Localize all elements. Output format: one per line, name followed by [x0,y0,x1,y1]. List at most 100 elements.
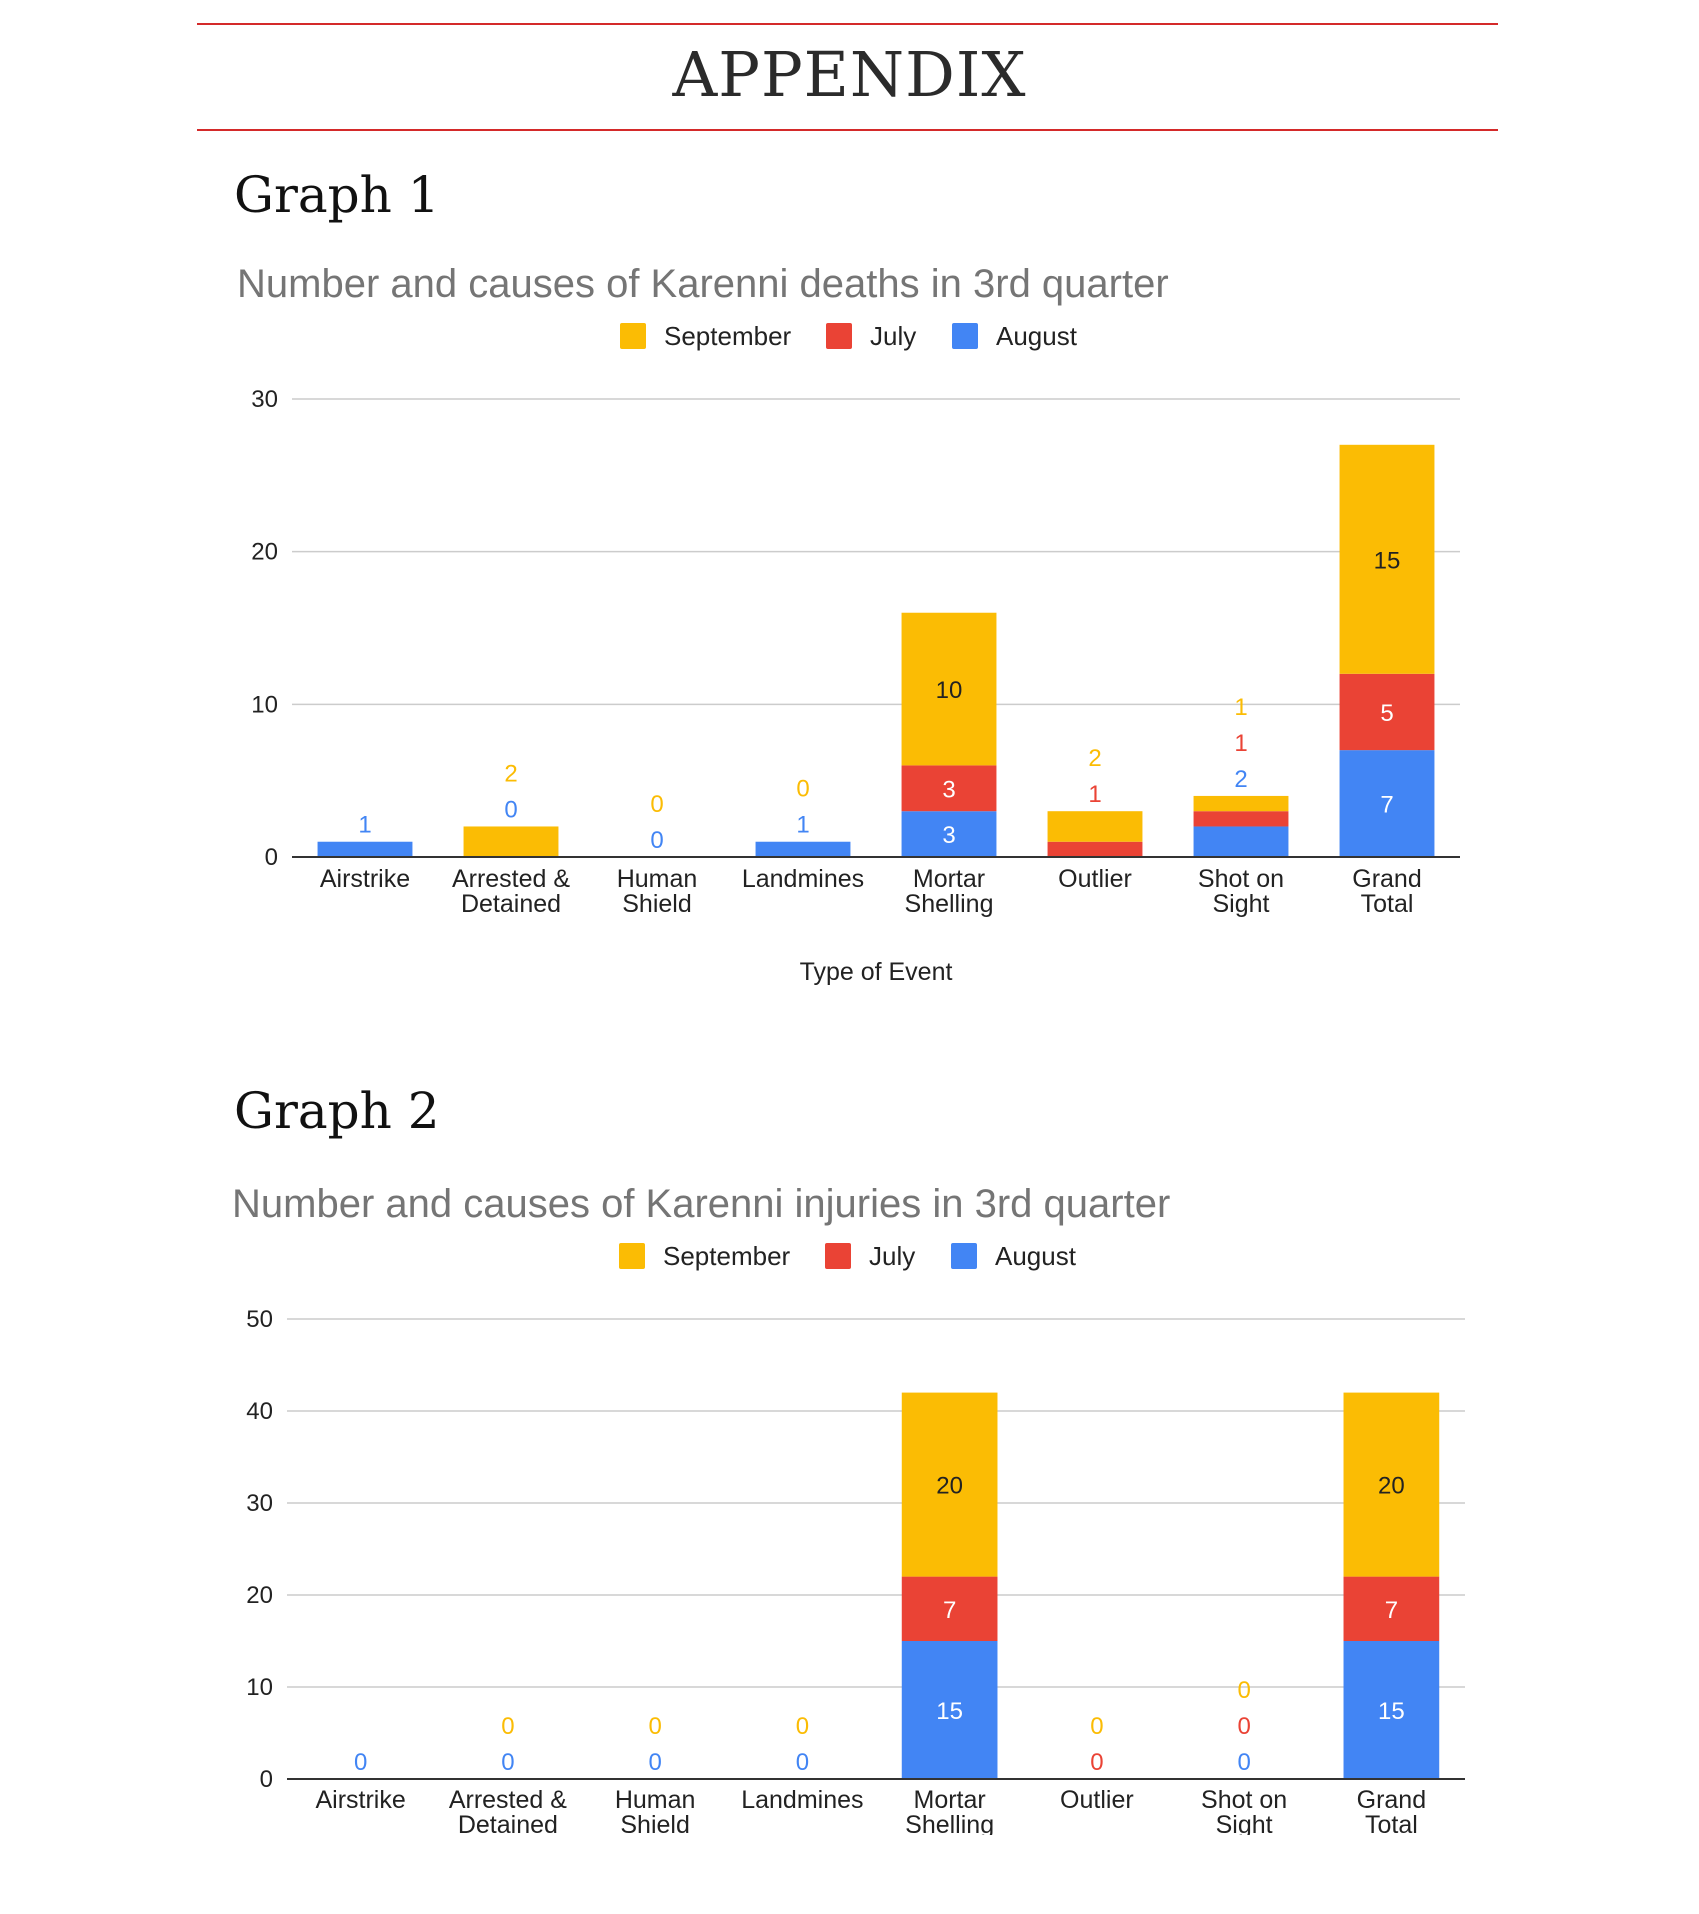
legend-label-july: July [870,321,916,351]
data-label-august: 7 [1380,792,1393,819]
category-label: Arrested & [449,1786,567,1814]
data-label-july: 1 [1088,781,1101,808]
data-label-august: 0 [648,1749,661,1776]
data-label-september: 0 [650,791,663,818]
bar-september [1047,811,1143,842]
legend-swatch-september [619,1243,645,1269]
data-label-september: 0 [796,1713,809,1740]
category-label: Landmines [742,865,864,893]
bar-july [901,765,997,812]
data-label-august: 0 [501,1749,514,1776]
data-label-july: 1 [1234,730,1247,757]
data-label-july: 0 [1237,1713,1250,1740]
bottom-rule [197,129,1498,131]
data-label-september: 20 [1378,1473,1405,1500]
y-tick-label: 30 [246,1490,273,1517]
category-label: Shield [622,890,692,918]
y-tick-label: 0 [265,844,278,871]
data-label-september: 0 [1090,1713,1103,1740]
category-label: Shelling [905,1811,994,1835]
category-label: Outlier [1060,1786,1134,1814]
data-label-september: 0 [796,776,809,803]
page-title: APPENDIX [672,38,1027,111]
data-label-september: 15 [1374,547,1401,574]
bar-september [463,826,559,857]
category-label: Sight [1216,1811,1273,1835]
data-label-august: 1 [796,812,809,839]
data-label-september: 1 [1234,694,1247,721]
bar-july [1047,841,1143,857]
data-label-july: 5 [1380,700,1393,727]
category-label: Shield [620,1811,690,1835]
data-label-september: 20 [936,1473,963,1500]
data-label-september: 2 [504,760,517,787]
bar-august [1339,750,1435,857]
chart-deaths: Number and causes of Karenni deaths in 3… [237,262,1460,986]
category-label: Human [615,1786,696,1814]
bar-september [901,612,997,766]
data-label-september: 2 [1088,745,1101,772]
legend-label-september: September [664,321,792,351]
y-tick-label: 0 [260,1766,273,1793]
bar-september [1339,444,1435,674]
data-label-july: 7 [1385,1597,1398,1624]
legend-swatch-july [826,323,852,349]
data-label-july: 3 [942,776,955,803]
bar-july [1343,1576,1440,1641]
x-axis-title: Type of Event [800,958,953,986]
category-label: Airstrike [315,1786,405,1814]
category-label: Detained [461,890,561,918]
data-label-august: 2 [1234,766,1247,793]
legend-label-september: September [663,1241,791,1271]
data-label-august: 15 [1378,1698,1405,1725]
data-label-september: 0 [648,1713,661,1740]
y-tick-label: 30 [251,386,278,413]
legend-label-august: August [996,321,1078,351]
category-label: Landmines [741,1786,863,1814]
category-label: Mortar [914,1786,986,1814]
bar-july [901,1576,998,1641]
bar-july [1193,811,1289,827]
data-label-august: 0 [796,1749,809,1776]
data-label-september: 0 [501,1713,514,1740]
data-label-july: 7 [943,1597,956,1624]
category-label: Airstrike [320,865,410,893]
category-label: Detained [458,1811,558,1835]
bar-september [901,1392,998,1577]
category-label: Shot on [1201,1786,1287,1814]
category-label: Outlier [1058,865,1132,893]
data-label-september: 0 [1237,1677,1250,1704]
chart-injuries: Number and causes of Karenni injuries in… [232,1182,1465,1835]
y-tick-label: 20 [251,539,278,566]
category-label: Shot on [1198,865,1284,893]
data-label-august: 3 [942,822,955,849]
top-rule [197,23,1498,25]
data-label-july: 0 [1090,1749,1103,1776]
bar-august [755,841,851,857]
bar-september [1343,1392,1440,1577]
category-label: Total [1365,1811,1418,1835]
category-label: Arrested & [452,865,570,893]
category-label: Grand [1352,865,1421,893]
bar-august [901,811,997,857]
legend-swatch-august [951,1243,977,1269]
legend-swatch-july [825,1243,851,1269]
data-label-august: 15 [936,1698,963,1725]
data-label-august: 1 [358,812,371,839]
category-label: Human [617,865,698,893]
data-label-august: 0 [504,796,517,823]
bar-september [1193,795,1289,812]
chart-title: Number and causes of Karenni deaths in 3… [237,262,1169,306]
bar-august [1193,826,1289,857]
bar-august [317,841,413,857]
category-label: Grand [1357,1786,1426,1814]
y-tick-label: 50 [246,1306,273,1333]
y-tick-label: 10 [251,691,278,718]
category-label: Shelling [905,890,994,918]
bar-august [1343,1641,1440,1779]
category-label: Mortar [913,865,985,893]
y-tick-label: 40 [246,1398,273,1425]
chart-title: Number and causes of Karenni injuries in… [232,1182,1170,1226]
graph2-heading: Graph 2 [234,1082,440,1140]
legend-swatch-september [620,323,646,349]
